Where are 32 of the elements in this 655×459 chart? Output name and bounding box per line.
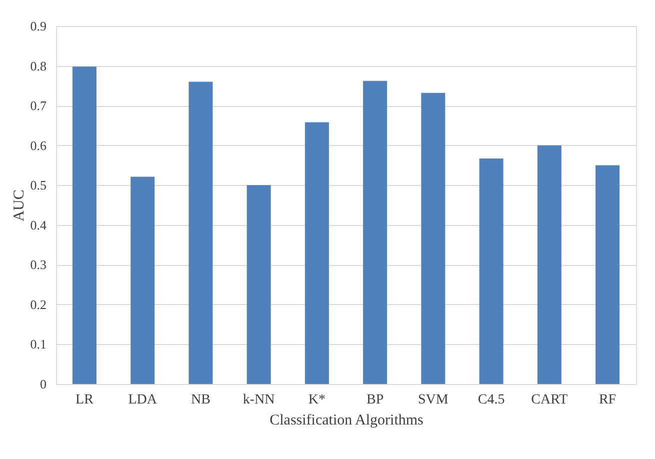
y-tick-label: 0.1	[30, 336, 46, 352]
y-tick-label: 0.8	[30, 58, 46, 74]
x-tick-label: NB	[190, 392, 210, 408]
x-tick-label: k-NN	[242, 392, 275, 408]
bar	[596, 165, 620, 384]
x-tick-label: SVM	[418, 392, 449, 408]
bar	[246, 185, 271, 384]
x-tick-label: LDA	[128, 392, 158, 408]
y-axis-title: AUC	[11, 190, 28, 222]
bar	[363, 80, 388, 384]
y-tick-label: 0.6	[30, 138, 47, 153]
y-tick-label: 0.3	[30, 257, 46, 272]
x-tick-label: K*	[308, 392, 326, 408]
y-tick-label: 0.7	[30, 98, 47, 114]
x-tick-label: C4.5	[478, 392, 505, 408]
bar	[479, 158, 504, 384]
y-tick-label: 0	[40, 376, 46, 392]
x-tick-label: RF	[598, 392, 616, 408]
bar	[421, 92, 446, 384]
bar	[304, 122, 329, 384]
y-tick-label: 0.9	[30, 18, 46, 34]
bar	[130, 176, 155, 384]
bar	[188, 82, 213, 384]
y-tick-label: 0.5	[30, 178, 46, 193]
x-tick-label: LR	[76, 392, 94, 408]
x-tick-label: CART	[531, 392, 568, 408]
bar	[72, 66, 96, 384]
bar	[537, 145, 562, 384]
y-tick-label: 0.4	[30, 217, 47, 232]
x-axis-title: Classification Algorithms	[270, 412, 424, 428]
x-tick-label: BP	[366, 392, 384, 408]
y-tick-label: 0.2	[30, 296, 46, 312]
